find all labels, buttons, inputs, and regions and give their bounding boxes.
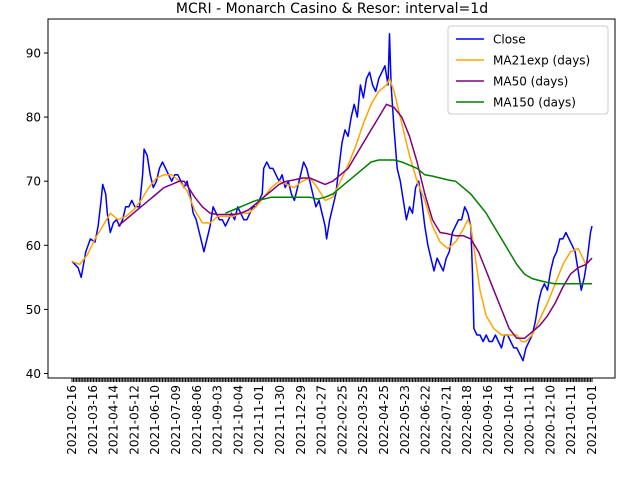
plot-area [71, 32, 593, 362]
x-tick-label: 2021-01-27 [315, 385, 329, 455]
y-tick-label: 90 [26, 46, 41, 60]
x-tick-label: 2021-10-04 [231, 385, 245, 455]
legend-label: MA50 (days) [493, 75, 568, 89]
x-tick-label: 2021-01-01 [585, 385, 599, 455]
x-tick-label: 2022-07-21 [439, 385, 453, 455]
y-tick-label: 80 [26, 111, 41, 125]
legend-label: MA21exp (days) [493, 54, 590, 68]
x-tick-label: 2021-12-29 [294, 385, 308, 455]
x-tick-label: 2022-06-22 [419, 385, 433, 455]
x-tick-label: 2021-01-11 [564, 385, 578, 455]
x-tick-label: 2021-03-16 [86, 385, 100, 455]
series-line-3 [225, 159, 592, 285]
x-tick-label: 2021-07-09 [169, 385, 183, 455]
x-tick-label: 2021-05-12 [127, 385, 141, 455]
series-line-2 [117, 103, 593, 340]
x-tick-label: 2021-04-14 [107, 385, 121, 455]
legend-label: MA150 (days) [493, 96, 576, 110]
legend-box [447, 25, 609, 115]
legend-label: Close [493, 33, 526, 47]
legend: Close MA21exp (days) MA50 (days) MA150 (day… [447, 25, 609, 115]
y-axis: 40 50 60 70 80 90 [26, 46, 48, 381]
x-tick-label: 2022-04-25 [377, 385, 391, 455]
x-tick-label: 2020-11-11 [523, 385, 537, 455]
x-tick-label: 2021-08-06 [190, 385, 204, 455]
y-tick-label: 70 [26, 175, 41, 189]
x-tick-label: 2021-06-10 [148, 385, 162, 455]
x-tick-label: 2022-03-25 [356, 385, 370, 455]
x-tick-label: 2020-10-14 [502, 385, 516, 455]
x-tick-label: 2021-11-30 [273, 385, 287, 455]
x-tick-label: 2021-11-01 [252, 385, 266, 455]
chart-title: MCRI - Monarch Casino & Resor: interval=… [176, 1, 488, 17]
x-tick-label: 2021-02-16 [65, 385, 79, 455]
y-tick-label: 50 [26, 303, 41, 317]
x-tick-label: 2022-08-18 [460, 385, 474, 455]
x-tick-label: 2020-12-10 [543, 385, 557, 455]
x-tick-label: 2022-02-25 [335, 385, 349, 455]
x-axis: 2021-02-16 2021-03-16 2021-04-14 2021-05-12… [65, 378, 599, 455]
y-tick-label: 40 [26, 367, 41, 381]
series-line-1 [71, 77, 593, 343]
x-tick-label: 2022-05-23 [398, 385, 412, 455]
y-tick-label: 60 [26, 239, 41, 253]
x-tick-label: 2021-09-03 [211, 385, 225, 455]
x-tick-label: 2020-09-16 [481, 385, 495, 455]
